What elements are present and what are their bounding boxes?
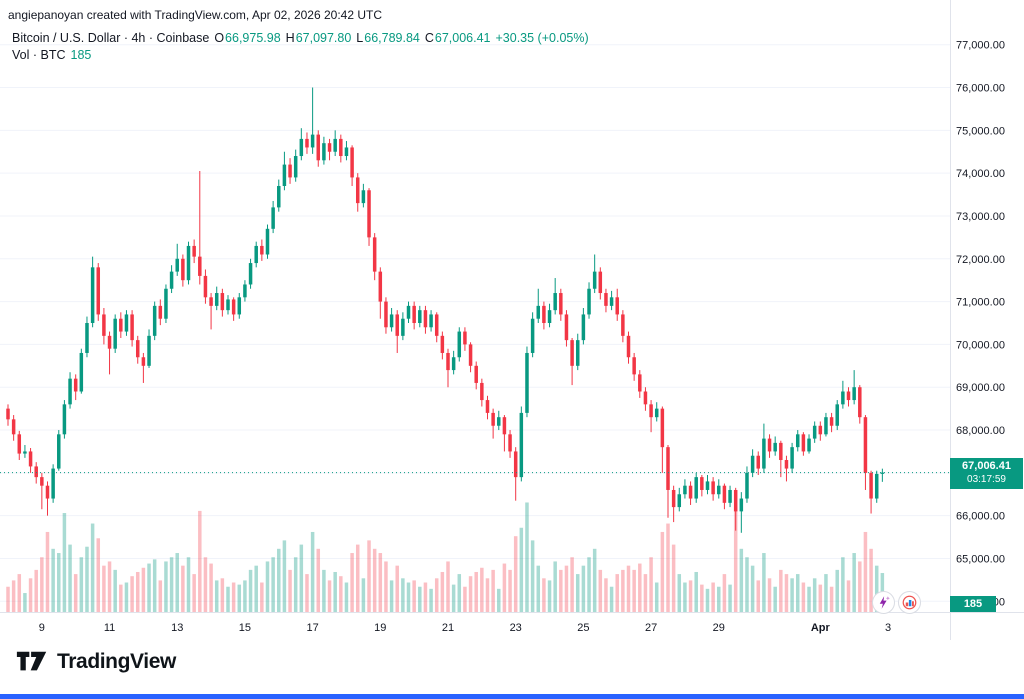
price-badge[interactable]: 67,006.41 03:17:59 xyxy=(950,458,1023,489)
svg-text:66,000.00: 66,000.00 xyxy=(956,511,1005,523)
bottom-accent-bar xyxy=(0,694,1024,699)
svg-text:21: 21 xyxy=(442,622,454,634)
svg-text:29: 29 xyxy=(713,622,725,634)
svg-text:75,000.00: 75,000.00 xyxy=(956,125,1005,137)
svg-text:19: 19 xyxy=(374,622,386,634)
chart-canvas[interactable]: 77,000.00 76,000.00 75,000.00 74,000.00 73,0… xyxy=(0,0,1024,645)
volume-axis-badge: 185 xyxy=(950,596,996,612)
svg-text:17: 17 xyxy=(306,622,318,634)
low-value: 66,789.84 xyxy=(364,31,420,45)
svg-text:Apr: Apr xyxy=(811,622,831,634)
tradingview-logo-icon[interactable] xyxy=(16,649,48,674)
legend-line-volume: Vol · BTC 185 xyxy=(12,48,589,65)
grid-layer xyxy=(0,44,950,602)
footer: TradingView xyxy=(16,649,176,674)
svg-text:74,000.00: 74,000.00 xyxy=(956,168,1005,180)
change-value: +30.35 (+0.05%) xyxy=(495,31,589,45)
svg-text:15: 15 xyxy=(239,622,251,634)
svg-text:23: 23 xyxy=(510,622,522,634)
svg-text:27: 27 xyxy=(645,622,657,634)
price-axis: 77,000.00 76,000.00 75,000.00 74,000.00 73,0… xyxy=(956,40,1005,609)
close-value: 67,006.41 xyxy=(434,31,491,45)
svg-text:13: 13 xyxy=(171,622,183,634)
svg-text:9: 9 xyxy=(39,622,45,634)
ohlc-close: C 67,006.41 xyxy=(425,31,491,45)
chart-sticker-icon[interactable] xyxy=(898,591,921,614)
symbol-title[interactable]: Bitcoin / U.S. Dollar · 4h · Coinbase xyxy=(12,31,210,45)
close-label: C xyxy=(424,31,434,45)
svg-text:11: 11 xyxy=(104,622,115,634)
svg-text:72,000.00: 72,000.00 xyxy=(956,254,1005,266)
attribution-text: angiepanoyan created with TradingView.co… xyxy=(8,8,383,22)
volume-value: 185 xyxy=(70,48,92,62)
svg-text:77,000.00: 77,000.00 xyxy=(956,40,1005,52)
svg-text:76,000.00: 76,000.00 xyxy=(956,83,1005,95)
last-price-value: 67,006.41 xyxy=(962,460,1011,472)
low-label: L xyxy=(356,31,364,45)
volume-label[interactable]: Vol · BTC xyxy=(12,48,66,62)
lightning-sticker-icon[interactable] xyxy=(872,591,895,614)
open-label: O xyxy=(214,31,225,45)
time-axis: 9 11 13 15 17 19 21 23 25 27 29 Apr 3 xyxy=(39,622,891,634)
svg-text:73,000.00: 73,000.00 xyxy=(956,211,1005,223)
high-value: 67,097.80 xyxy=(295,31,352,45)
svg-text:70,000.00: 70,000.00 xyxy=(956,339,1005,351)
svg-text:71,000.00: 71,000.00 xyxy=(956,297,1005,309)
tradingview-logo-text[interactable]: TradingView xyxy=(57,649,176,673)
svg-text:65,000.00: 65,000.00 xyxy=(956,553,1005,565)
ohlc-low: L 66,789.84 xyxy=(356,31,420,45)
sticker-buttons xyxy=(872,591,921,614)
svg-text:68,000.00: 68,000.00 xyxy=(956,425,1005,437)
svg-text:25: 25 xyxy=(577,622,589,634)
svg-text:69,000.00: 69,000.00 xyxy=(956,382,1005,394)
ohlc-open: O 66,975.98 xyxy=(214,31,280,45)
open-value: 66,975.98 xyxy=(225,31,281,45)
svg-text:3: 3 xyxy=(885,622,891,634)
volume-layer xyxy=(6,502,885,612)
candles-layer xyxy=(6,87,885,533)
high-label: H xyxy=(285,31,295,45)
bar-countdown: 03:17:59 xyxy=(967,474,1006,485)
ohlc-high: H 67,097.80 xyxy=(286,31,352,45)
